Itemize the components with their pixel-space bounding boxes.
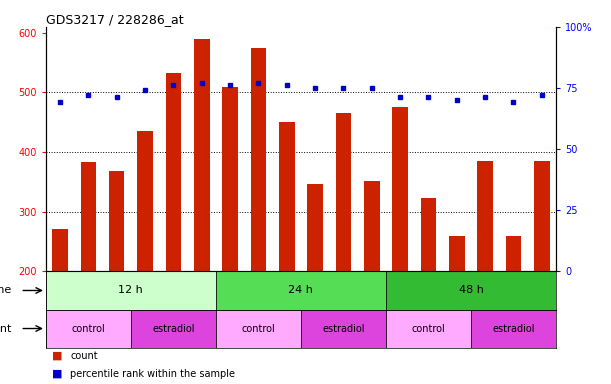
Text: 48 h: 48 h (458, 285, 483, 295)
Text: control: control (71, 324, 105, 334)
Bar (216, 271, 386, 310)
Bar (506, 236, 521, 271)
Bar (46, 310, 131, 348)
Text: agent: agent (0, 324, 12, 334)
Bar (534, 161, 550, 271)
Text: estradiol: estradiol (152, 324, 195, 334)
Bar (137, 131, 153, 271)
Bar (251, 48, 266, 271)
Bar (46, 271, 216, 310)
Bar (81, 162, 96, 271)
Text: ■: ■ (52, 351, 62, 361)
Bar (166, 73, 181, 271)
Bar (449, 236, 464, 271)
Bar (386, 271, 556, 310)
Text: control: control (241, 324, 276, 334)
Bar (386, 310, 471, 348)
Bar (222, 86, 238, 271)
Bar (301, 310, 386, 348)
Text: ■: ■ (52, 369, 62, 379)
Bar (335, 113, 351, 271)
Text: control: control (412, 324, 445, 334)
Bar (477, 161, 493, 271)
Bar (471, 310, 556, 348)
Bar (307, 184, 323, 271)
Bar (216, 310, 301, 348)
Text: 24 h: 24 h (288, 285, 313, 295)
Text: count: count (70, 351, 98, 361)
Bar (194, 39, 210, 271)
Text: estradiol: estradiol (492, 324, 535, 334)
Bar (279, 122, 295, 271)
Bar (131, 310, 216, 348)
Bar (364, 181, 379, 271)
Bar (52, 228, 68, 271)
Text: 12 h: 12 h (119, 285, 143, 295)
Bar (392, 108, 408, 271)
Bar (109, 171, 125, 271)
Text: estradiol: estradiol (322, 324, 365, 334)
Text: percentile rank within the sample: percentile rank within the sample (70, 369, 235, 379)
Text: GDS3217 / 228286_at: GDS3217 / 228286_at (46, 13, 183, 26)
Bar (420, 198, 436, 271)
Text: time: time (0, 285, 12, 295)
